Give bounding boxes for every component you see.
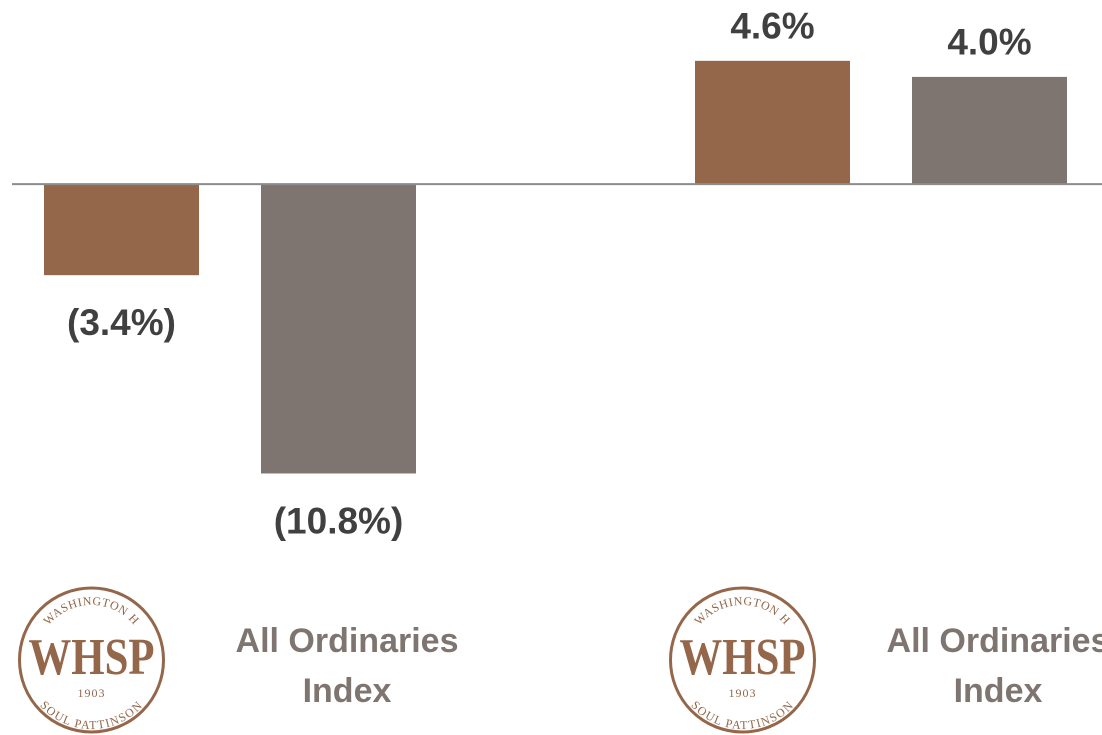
logo-center: WHSP bbox=[29, 629, 155, 686]
logo-ring bbox=[669, 586, 816, 734]
value-label: (10.8%) bbox=[274, 500, 404, 541]
logo-year: 1903 bbox=[78, 686, 106, 700]
bar bbox=[44, 184, 199, 276]
value-label: 4.0% bbox=[947, 22, 1031, 63]
logo-year: 1903 bbox=[729, 686, 757, 700]
series-name-line: All Ordinaries bbox=[887, 622, 1102, 660]
series-name-line: Index bbox=[954, 672, 1043, 710]
logo-bottom: SOUL PATTINSON bbox=[689, 698, 797, 732]
value-label: 4.6% bbox=[730, 6, 814, 47]
logo-ring bbox=[18, 586, 165, 734]
bar bbox=[912, 76, 1067, 185]
series-name-line: All Ordinaries bbox=[236, 622, 459, 660]
logo-bottom-path: SOUL PATTINSON bbox=[38, 698, 145, 732]
logo-bottom: SOUL PATTINSON bbox=[38, 698, 146, 732]
bar bbox=[695, 60, 850, 185]
series-name: All Ordinaries Index bbox=[887, 622, 1102, 710]
bar bbox=[261, 184, 416, 474]
value-label: (3.4%) bbox=[67, 302, 176, 343]
series-name: All Ordinaries Index bbox=[236, 622, 459, 710]
series-name-line: Index bbox=[303, 672, 392, 710]
logo-bottom-path: SOUL PATTINSON bbox=[689, 698, 796, 732]
logo-center: WHSP bbox=[680, 629, 806, 686]
